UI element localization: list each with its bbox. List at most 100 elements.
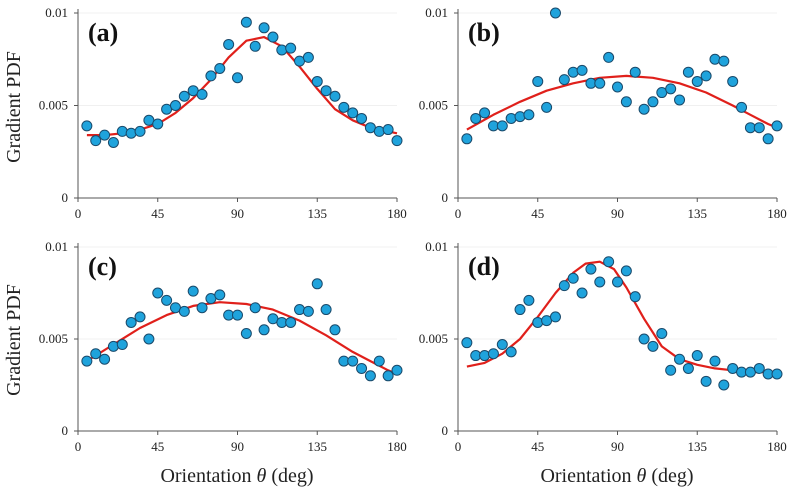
data-point [647, 96, 659, 108]
data-point [461, 133, 473, 145]
data-point [541, 101, 553, 113]
data-point [505, 112, 517, 124]
x-axis-label-prefix: Orientation [160, 465, 256, 487]
x-axis-label-left: Orientation θ (deg) [160, 465, 313, 487]
data-point [665, 364, 677, 376]
data-point [638, 333, 650, 345]
data-point [612, 276, 623, 288]
data-point [294, 304, 306, 316]
data-point [638, 103, 650, 115]
data-point [479, 350, 491, 362]
data-point [338, 101, 350, 113]
panel-a: 0 45 90 135 180 0 0.005 0.01 (a) [39, 5, 407, 221]
data-point [558, 74, 570, 86]
data-point [240, 16, 252, 28]
data-point [116, 125, 128, 137]
data-point [107, 137, 119, 148]
data-point [329, 90, 341, 102]
y-tick-label: 0.01 [425, 5, 448, 20]
data-point [576, 287, 588, 299]
data-point [514, 111, 526, 123]
data-point [143, 333, 155, 345]
panel-label: (d) [468, 252, 500, 281]
data-point [125, 316, 137, 328]
data-point [320, 304, 332, 316]
data-point [152, 287, 164, 299]
data-point [691, 75, 703, 87]
data-point [214, 289, 226, 301]
y-axis-label-top: Gradient PDF [3, 51, 25, 163]
x-tick-label: 90 [611, 206, 624, 221]
y-tick-label: 0.005 [39, 98, 68, 113]
data-point [736, 101, 748, 113]
x-tick-label: 45 [151, 439, 164, 454]
data-point [700, 70, 712, 82]
data-point [302, 305, 314, 317]
data-point [753, 362, 765, 374]
data-point [364, 370, 376, 382]
data-point [612, 81, 623, 93]
data-point [682, 362, 694, 374]
y-tick-label: 0.005 [419, 331, 448, 346]
data-point [700, 375, 712, 387]
data-point [496, 339, 508, 351]
data-point [532, 75, 544, 87]
y-tick-label: 0.01 [45, 239, 68, 254]
data-point [116, 339, 128, 351]
x-tick-label: 135 [688, 439, 708, 454]
data-point [187, 285, 199, 297]
data-point [107, 340, 119, 352]
data-point [505, 346, 517, 358]
data-point [214, 63, 226, 74]
y-tick-label: 0 [442, 423, 449, 438]
data-point [169, 100, 181, 111]
data-point [762, 133, 774, 145]
data-point [373, 355, 385, 367]
x-tick-label: 0 [455, 206, 462, 221]
data-point [90, 348, 102, 360]
panel-d: 0 45 90 135 180 0 0.005 0.01 (d) [419, 239, 787, 454]
panel-label: (a) [88, 18, 118, 47]
fit-curve [86, 36, 398, 137]
x-tick-label: 45 [531, 206, 544, 221]
data-point [718, 379, 730, 391]
data-point [461, 337, 473, 349]
x-tick-label: 0 [75, 206, 82, 221]
data-point [134, 125, 146, 137]
data-point [753, 122, 765, 134]
data-point [99, 353, 111, 365]
y-axis-label-bottom: Gradient PDF [3, 284, 25, 396]
data-point [523, 294, 535, 306]
x-axis-label-suffix: (deg) [266, 465, 313, 487]
data-point [594, 276, 606, 288]
data-point [576, 64, 588, 76]
y-tick-label: 0 [62, 190, 69, 205]
fit-curve [466, 74, 778, 131]
data-point [258, 324, 270, 336]
x-tick-label: 135 [308, 439, 328, 454]
data-point [232, 309, 243, 321]
data-point [771, 368, 783, 380]
data-point [603, 256, 615, 268]
data-point [285, 316, 297, 328]
panel-label: (c) [88, 252, 117, 281]
data-point [285, 42, 297, 54]
data-point [558, 280, 570, 292]
data-point [585, 263, 597, 275]
data-point [240, 327, 252, 339]
data-point [178, 90, 190, 102]
x-tick-label: 45 [531, 439, 544, 454]
data-point [382, 124, 394, 136]
data-point [629, 291, 641, 303]
x-axis-label-prefix: Orientation [540, 465, 636, 487]
data-point [514, 304, 526, 316]
data-point [691, 350, 703, 362]
x-tick-label: 0 [75, 439, 82, 454]
data-point [771, 120, 783, 132]
data-point [391, 135, 403, 147]
data-point [567, 66, 579, 78]
data-point [674, 353, 686, 365]
x-tick-label: 0 [455, 439, 462, 454]
data-point [656, 327, 668, 339]
data-point [373, 125, 385, 137]
